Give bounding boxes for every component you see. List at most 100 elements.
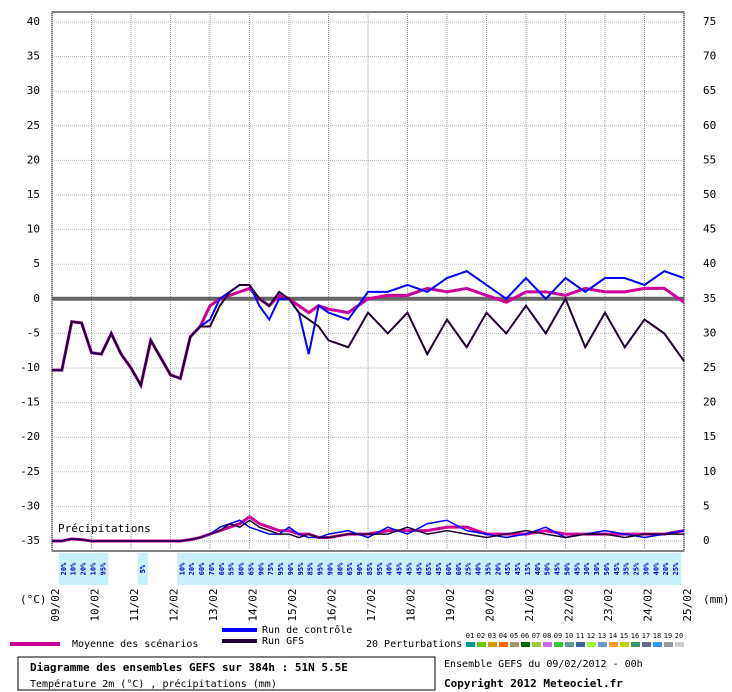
- perturbation-swatch: [521, 642, 530, 647]
- precip-probability: 30%: [593, 562, 601, 575]
- precip-probability: 35%: [484, 562, 492, 575]
- prob-box: [374, 553, 385, 585]
- perturbation-label: 12: [587, 632, 595, 640]
- x-tick-label: 09/02: [49, 588, 62, 621]
- y2-tick-label: 75: [703, 15, 716, 28]
- precip-probability: 45%: [514, 562, 522, 575]
- precip-probability: 30%: [583, 562, 591, 575]
- prob-box: [335, 553, 346, 585]
- precip-probability: 20%: [662, 562, 670, 575]
- prob-box: [621, 553, 632, 585]
- prob-box: [355, 553, 366, 585]
- series-line: [52, 283, 685, 389]
- footer-subtitle: Température 2m (°C) , précipitations (mm…: [30, 678, 277, 690]
- footer-box: [17, 656, 436, 691]
- precip-probability: 50%: [563, 562, 571, 575]
- prob-box: [384, 553, 395, 585]
- perturbation-swatch: [598, 642, 607, 647]
- precip-probability: 20%: [188, 562, 196, 575]
- prob-box: [246, 553, 257, 585]
- precip-probability: 60%: [198, 562, 206, 575]
- prob-box: [443, 553, 454, 585]
- prob-box: [325, 553, 336, 585]
- perturbation-label: 11: [576, 632, 584, 640]
- x-tick-label: 14/02: [247, 588, 260, 621]
- legend-label: Moyenne des scénarios: [72, 638, 198, 650]
- footer-copyright: Copyright 2012 Meteociel.fr: [444, 677, 623, 690]
- y2-tick-label: 55: [703, 153, 716, 166]
- perturbation-swatch: [477, 642, 486, 647]
- y2-tick-label: 35: [703, 292, 716, 305]
- x-tick-label: 18/02: [405, 588, 418, 621]
- precip-probability: 70%: [208, 562, 216, 575]
- y-tick-label: -30: [20, 499, 40, 512]
- prob-box: [483, 553, 494, 585]
- precip-probability: 20%: [80, 562, 88, 575]
- prob-box: [58, 553, 69, 585]
- perturbation-swatch: [664, 642, 673, 647]
- x-tick-label: 15/02: [286, 588, 299, 621]
- prob-box: [542, 553, 553, 585]
- y-axis-label: (°C): [20, 593, 47, 606]
- precip-probability: 60%: [218, 562, 226, 575]
- perturbation-label: 05: [510, 632, 518, 640]
- y2-tick-label: 45: [703, 223, 716, 236]
- perturbation-swatch: [543, 642, 552, 647]
- y2-tick-label: 20: [703, 396, 716, 409]
- perturbation-swatch: [565, 642, 574, 647]
- y2-tick-label: 5: [703, 499, 710, 512]
- x-tick-label: 11/02: [128, 588, 141, 621]
- perturbation-legend-title: 20 Perturbations: [366, 639, 462, 650]
- perturbation-label: 19: [664, 632, 672, 640]
- prob-box: [434, 553, 445, 585]
- prob-box: [295, 553, 306, 585]
- perturbation-label: 02: [477, 632, 485, 640]
- y2-tick-label: 10: [703, 465, 716, 478]
- precip-probability: 10%: [89, 562, 97, 575]
- y-tick-label: 40: [27, 15, 40, 28]
- prob-box: [206, 553, 217, 585]
- perturbation-label: 14: [609, 632, 617, 640]
- perturbation-swatch: [587, 642, 596, 647]
- perturbation-swatch: [554, 642, 563, 647]
- precip-label: Précipitations: [58, 522, 151, 535]
- perturbation-swatch: [675, 642, 684, 647]
- perturbation-swatch: [653, 642, 662, 647]
- prob-box: [68, 553, 79, 585]
- y-tick-label: 20: [27, 153, 40, 166]
- prob-box: [98, 553, 109, 585]
- prob-box: [177, 553, 188, 585]
- prob-box: [611, 553, 622, 585]
- y-tick-label: -10: [20, 361, 40, 374]
- prob-box: [671, 553, 682, 585]
- y2-axis-label: (mm): [703, 593, 730, 606]
- prob-box: [582, 553, 593, 585]
- prob-box: [661, 553, 672, 585]
- precip-probability: 90%: [287, 562, 295, 575]
- perturbation-label: 13: [598, 632, 606, 640]
- y-tick-label: 5: [33, 257, 40, 270]
- x-tick-label: 12/02: [168, 588, 181, 621]
- perturbation-label: 03: [488, 632, 496, 640]
- precip-probability: 25%: [465, 562, 473, 575]
- precip-probability: 35%: [623, 562, 631, 575]
- precip-probability: 45%: [504, 562, 512, 575]
- x-tick-label: 10/02: [89, 588, 102, 621]
- y-tick-label: -5: [27, 326, 40, 339]
- prob-box: [463, 553, 474, 585]
- prob-box: [315, 553, 326, 585]
- precip-probability: 45%: [573, 562, 581, 575]
- precip-probability: 45%: [554, 562, 562, 575]
- prob-box: [226, 553, 237, 585]
- precip-probability: 25%: [633, 562, 641, 575]
- y-tick-label: -15: [20, 396, 40, 409]
- perturbation-swatch: [488, 642, 497, 647]
- y-tick-label: 35: [27, 50, 40, 63]
- precip-probability: 10%: [70, 562, 78, 575]
- x-tick-label: 25/02: [681, 588, 694, 621]
- legend-label: Run GFS: [262, 636, 304, 647]
- y2-tick-label: 70: [703, 50, 716, 63]
- perturbation-label: 10: [565, 632, 573, 640]
- precip-probability: 25%: [672, 562, 680, 575]
- perturbation-swatch: [609, 642, 618, 647]
